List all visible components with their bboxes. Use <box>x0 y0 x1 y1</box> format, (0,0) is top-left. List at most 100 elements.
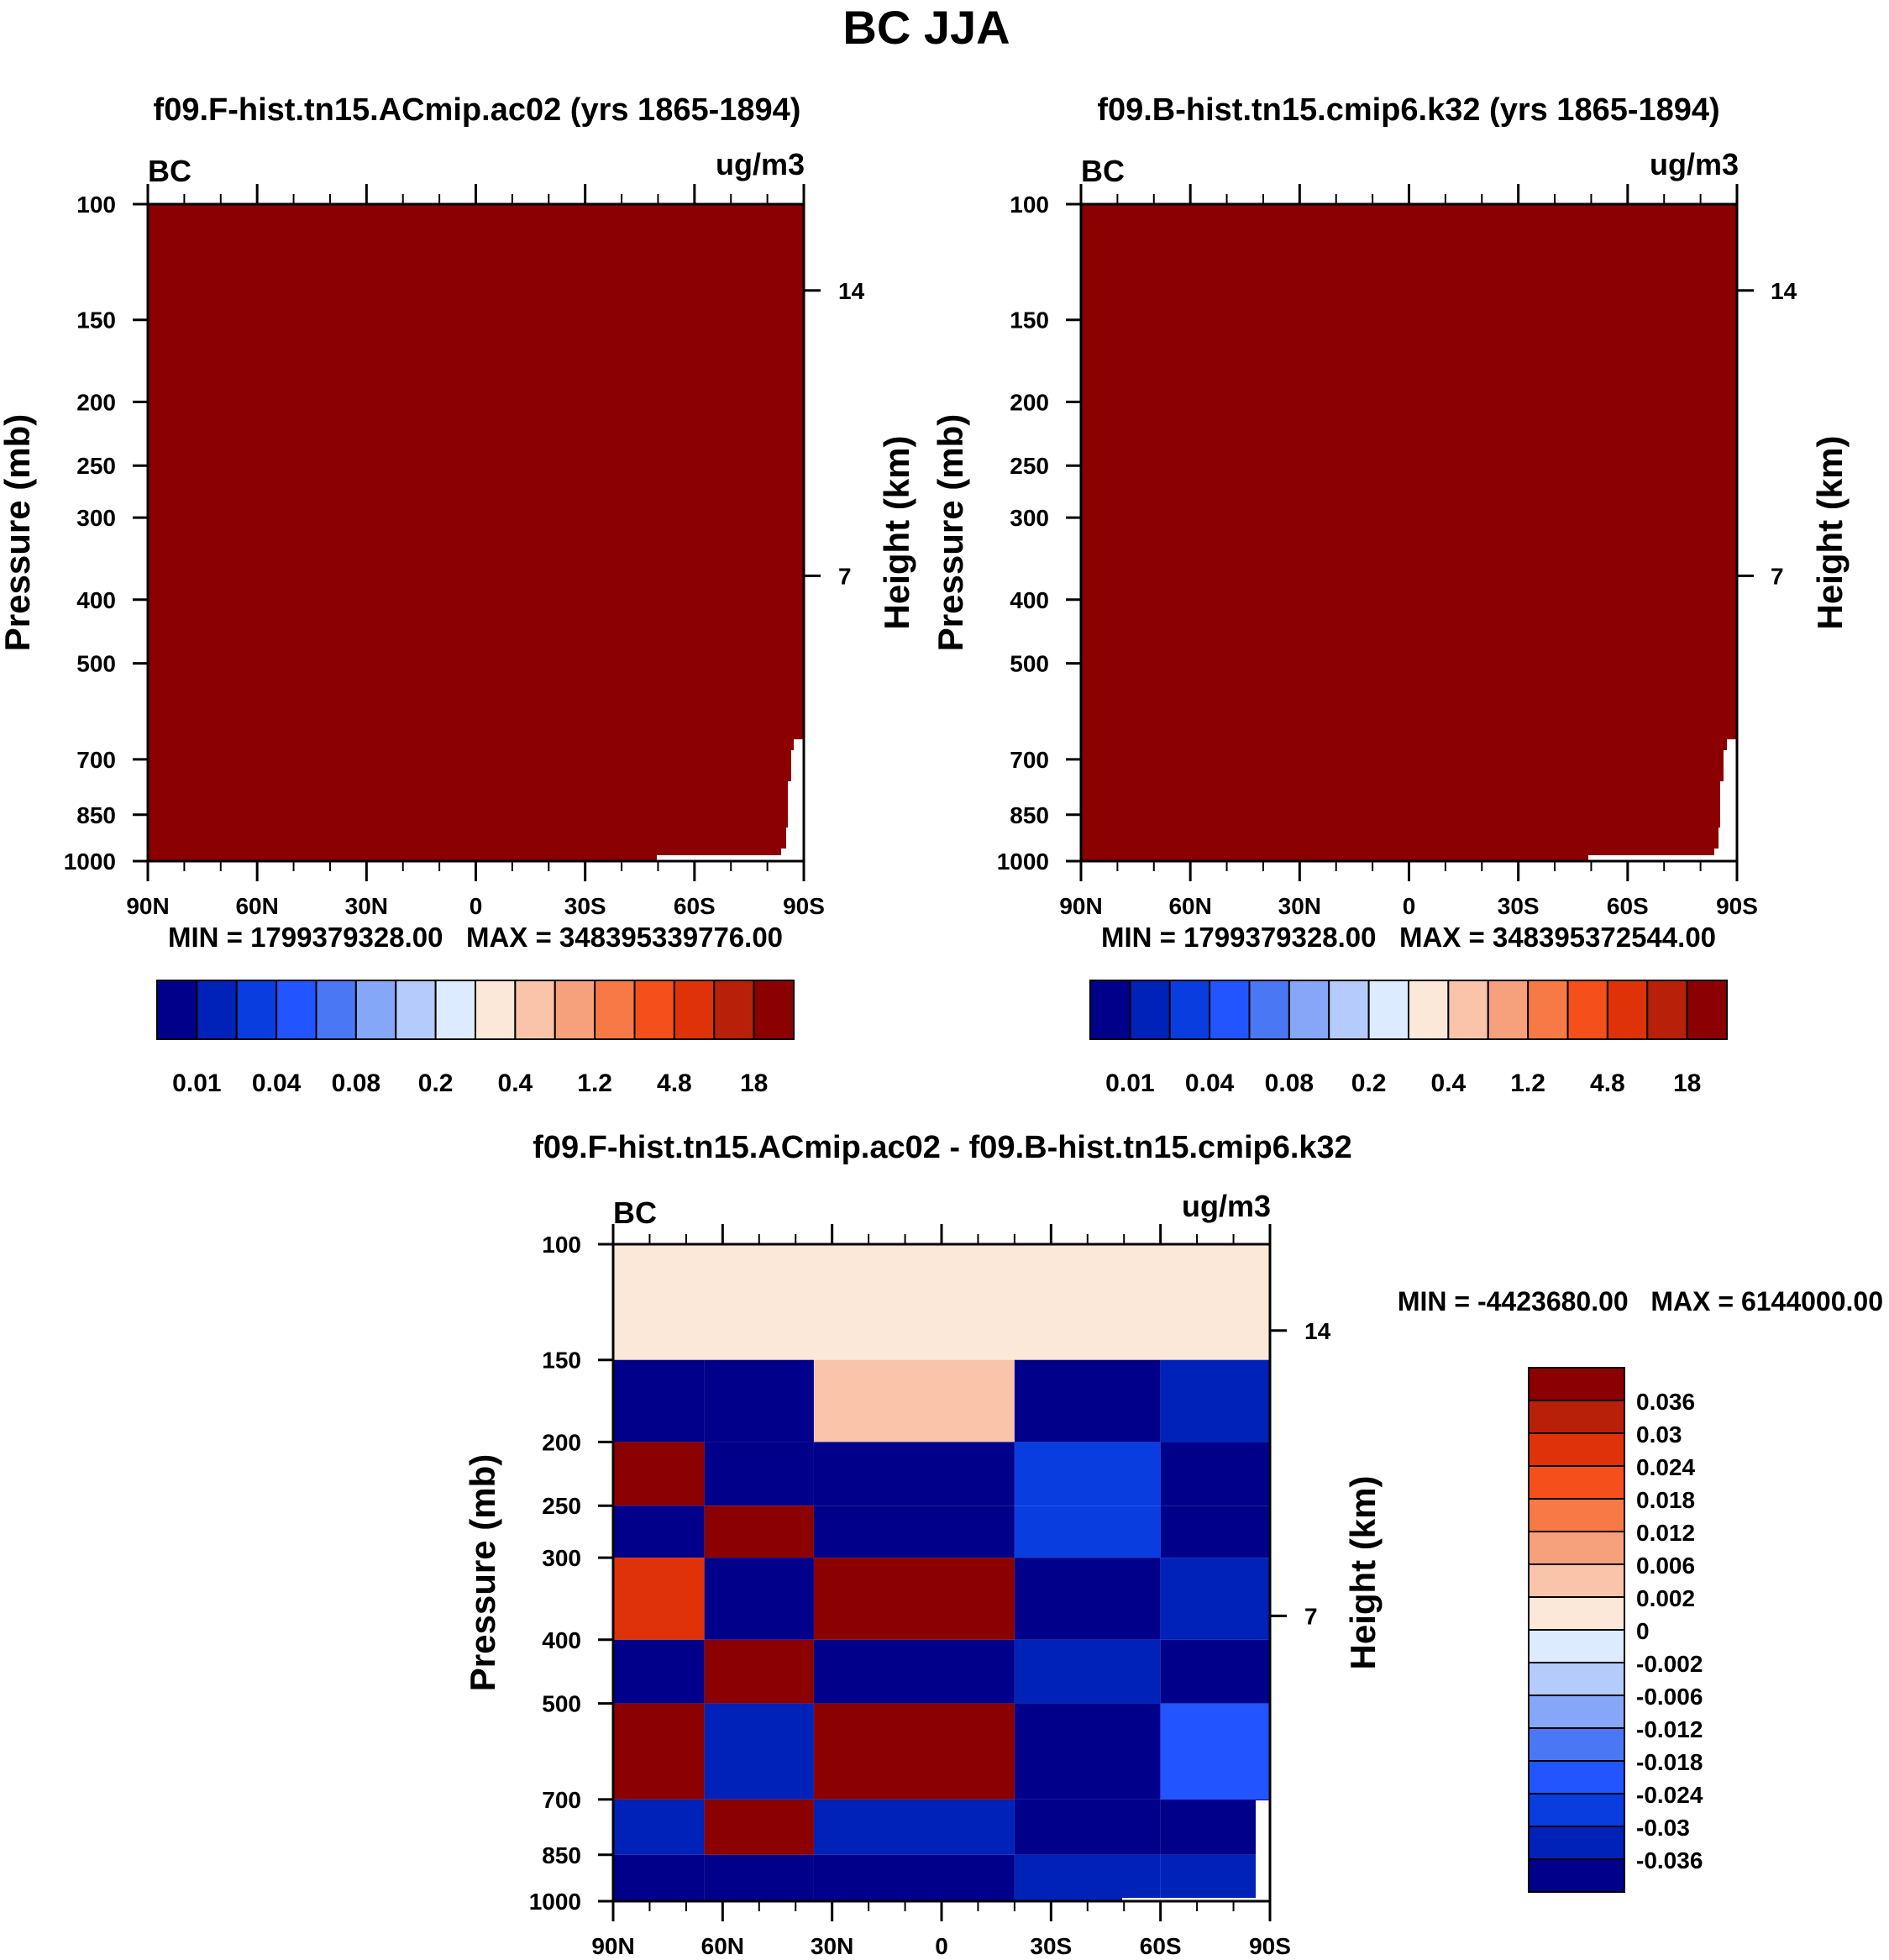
y-tick-label: 400 <box>542 1627 581 1653</box>
diff-cell <box>1160 1639 1270 1704</box>
diff-cell <box>813 1799 1015 1855</box>
colorbar: 0.01 0.04 0.08 0.2 0.4 1.2 4.8 18 <box>1089 980 1728 1097</box>
x-tick-label: 60N <box>1168 893 1211 919</box>
y2-tick-label: 14 <box>1771 278 1797 304</box>
y-tick-label: 850 <box>1010 802 1049 828</box>
x-tick-label: 90N <box>591 1933 634 1959</box>
colorbar-label: 18 <box>740 1069 768 1097</box>
colorbar-label: -0.03 <box>1636 1815 1690 1841</box>
colorbar-box <box>315 980 357 1040</box>
y-tick-label: 100 <box>1010 192 1049 218</box>
panel-title: f09.F-hist.tn15.ACmip.ac02 - f09.B-hist.… <box>533 1130 1352 1165</box>
surface-mask <box>1588 739 1737 861</box>
minmax-text: MIN = 1799379328.00 MAX = 348395339776.0… <box>168 922 783 953</box>
y-tick-label: 150 <box>1010 307 1049 334</box>
x-tick-label: 30N <box>811 1933 853 1959</box>
y-tick-label: 300 <box>542 1545 581 1571</box>
diff-cell <box>1160 1558 1270 1640</box>
colorbar-vertical: 0.036 0.03 0.024 0.018 0.012 0.006 0.002 0 -0.00… <box>1528 1367 1703 1893</box>
colorbar-box <box>1528 1727 1625 1762</box>
panel-baseline: f09.B-hist.tn15.cmip6.k32 (yrs 1865-1894… <box>931 92 1850 1097</box>
colorbar-label: -0.002 <box>1636 1651 1703 1677</box>
panel-title: f09.F-hist.tn15.ACmip.ac02 (yrs 1865-189… <box>154 92 801 128</box>
plot-axes: 90N 60N 30N 0 30S 60S 90S 100 150 200 250 300 400 500… <box>463 1224 1383 1959</box>
colorbar-box <box>1168 980 1211 1040</box>
colorbar-label: -0.012 <box>1636 1716 1703 1742</box>
y-tick-label: 100 <box>542 1232 581 1258</box>
y-tick-label: 150 <box>542 1348 581 1374</box>
colorbar-box <box>554 980 596 1040</box>
x-tick-label: 60N <box>235 893 278 919</box>
colorbar-box <box>1129 980 1171 1040</box>
colorbar-label: 0.036 <box>1636 1389 1695 1415</box>
colorbar-box <box>1646 980 1688 1040</box>
x-tick-label: 60S <box>674 893 716 919</box>
x-tick-label: 0 <box>470 893 483 919</box>
panel-title: f09.B-hist.tn15.cmip6.k32 (yrs 1865-1894… <box>1097 92 1719 128</box>
colorbar-box <box>275 980 317 1040</box>
colorbar-label: 1.2 <box>1510 1069 1545 1097</box>
y-tick-label: 200 <box>542 1429 581 1455</box>
x-tick-label: 90N <box>1059 893 1102 919</box>
y-axis-title: Pressure (mb) <box>463 1454 502 1691</box>
x-tick-label: 90S <box>783 893 825 919</box>
colorbar-label: 0.08 <box>332 1069 380 1097</box>
diff-cell <box>813 1558 1015 1640</box>
diff-cell <box>704 1359 814 1442</box>
diff-cell <box>1014 1505 1161 1558</box>
figure-title: BC JJA <box>842 1 1010 54</box>
y-tick-label: 850 <box>76 802 116 828</box>
colorbar-box <box>1528 1498 1625 1532</box>
colorbar-box <box>1528 1826 1625 1860</box>
y-tick-label: 700 <box>1010 747 1049 773</box>
colorbar-label: 0.024 <box>1636 1454 1695 1480</box>
diff-cell <box>1160 1854 1270 1901</box>
diff-cell <box>1160 1442 1270 1506</box>
diff-cell <box>613 1639 705 1704</box>
colorbar-box <box>1528 1760 1625 1794</box>
diff-cell <box>813 1359 1015 1442</box>
y-tick-label: 400 <box>76 587 116 613</box>
colorbar-box <box>1528 1531 1625 1565</box>
diff-cell <box>1014 1359 1161 1442</box>
diff-cell <box>613 1442 705 1506</box>
colorbar-label: 0 <box>1636 1618 1650 1644</box>
x-tick-label: 30N <box>345 893 388 919</box>
y-tick-label: 700 <box>542 1787 581 1813</box>
y-tick-label: 500 <box>76 651 116 677</box>
colorbar-box <box>1089 980 1131 1040</box>
y-tick-label: 400 <box>1010 587 1049 613</box>
y2-axis-title: Height (km) <box>1343 1476 1383 1670</box>
x-tick-label: 30N <box>1278 893 1321 919</box>
colorbar-label: 0.04 <box>252 1069 302 1097</box>
y-tick-label: 250 <box>76 453 116 479</box>
diff-cell <box>1014 1799 1161 1855</box>
colorbar-label: 0.2 <box>418 1069 454 1097</box>
diff-cell <box>704 1639 814 1704</box>
diff-cell <box>1014 1703 1161 1800</box>
colorbar-box <box>1528 1629 1625 1663</box>
diff-cell <box>1160 1359 1270 1442</box>
colorbar-label: 0.012 <box>1636 1520 1695 1546</box>
y2-tick-label: 7 <box>1771 563 1784 589</box>
y-tick-label: 1000 <box>997 849 1049 875</box>
diff-cell <box>1014 1558 1161 1640</box>
difference-field <box>613 1244 1270 1901</box>
colorbar-label: -0.024 <box>1636 1782 1703 1808</box>
diff-cell <box>613 1799 705 1855</box>
diff-cell <box>613 1558 705 1640</box>
y-tick-label: 250 <box>542 1493 581 1519</box>
y-tick-label: 250 <box>1010 453 1049 479</box>
colorbar-box <box>434 980 476 1040</box>
diff-cell <box>704 1703 814 1800</box>
colorbar-label: 0.04 <box>1185 1069 1235 1097</box>
colorbar-box <box>1528 1793 1625 1827</box>
colorbar-label: 0.4 <box>498 1069 533 1097</box>
colorbar-box <box>1606 980 1649 1040</box>
colorbar-label: 0.4 <box>1431 1069 1467 1097</box>
colorbar-box <box>1528 1596 1625 1631</box>
colorbar-label: 0.01 <box>1105 1069 1154 1097</box>
colorbar-label: 4.8 <box>657 1069 692 1097</box>
colorbar-box <box>1367 980 1409 1040</box>
colorbar-box <box>1686 980 1728 1040</box>
